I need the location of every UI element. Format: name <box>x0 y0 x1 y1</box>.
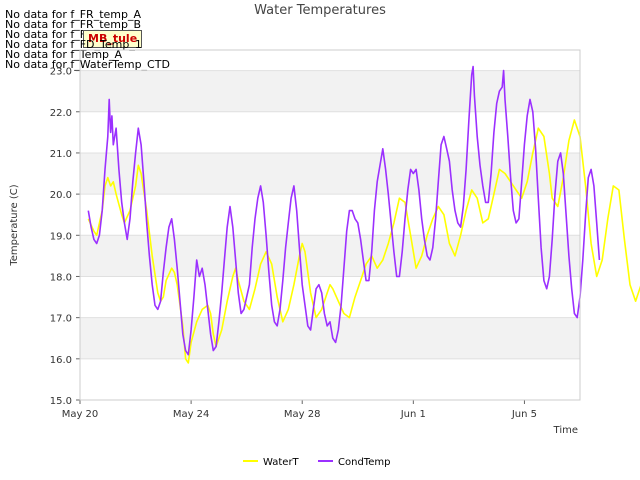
y-axis-label: Temperature (C) <box>9 184 20 266</box>
station-tooltip: MB_tule <box>83 30 143 48</box>
no-data-notice: No data for f_FR_temp_C <box>5 28 142 41</box>
no-data-notice: No data for f_FR_temp_B <box>5 18 142 31</box>
y-tick-label: 22.0 <box>50 108 72 119</box>
no-data-notice: No data for f_FR_temp_A <box>5 8 141 21</box>
chart-title: Water Temperatures <box>254 3 386 18</box>
legend: WaterT CondTemp <box>243 457 390 468</box>
x-axis-ticks: May 20 May 24 May 28 Jun 1 Jun 5 <box>62 400 537 420</box>
x-tick-label: May 20 <box>62 409 99 420</box>
grid-bands <box>80 70 580 401</box>
x-tick-label: May 28 <box>284 409 321 420</box>
y-tick-label: 19.0 <box>50 231 72 242</box>
y-tick-label: 23.0 <box>50 67 72 78</box>
y-tick-label: 16.0 <box>50 355 72 366</box>
legend-label: WaterT <box>263 457 300 468</box>
series-line-condtemp <box>87 65 601 356</box>
y-tick-label: 17.0 <box>50 314 72 325</box>
y-tick-label: 21.0 <box>50 149 72 160</box>
y-tick-label: 20.0 <box>50 190 72 201</box>
x-tick-label: Jun 5 <box>511 409 537 420</box>
x-tick-label: May 24 <box>173 409 210 420</box>
plot-border <box>79 49 581 401</box>
y-tick-label: 18.0 <box>50 272 72 283</box>
x-axis-label: Time <box>553 425 578 436</box>
series-line-watert <box>87 119 640 364</box>
y-tick-label: 15.0 <box>50 396 72 407</box>
no-data-notice: No data for f_FD_Temp_1 <box>5 38 142 51</box>
y-axis-ticks: 15.0 16.0 17.0 18.0 19.0 20.0 21.0 22.0 23.0 <box>50 67 80 407</box>
no-data-notice: No data for f_Temp_A <box>5 48 123 61</box>
grid-band <box>80 152 580 195</box>
x-tick-label: Jun 1 <box>400 409 426 420</box>
series-lines <box>87 65 640 364</box>
legend-label: CondTemp <box>338 457 390 468</box>
no-data-notice: No data for f_WaterTemp_CTD <box>5 58 170 71</box>
